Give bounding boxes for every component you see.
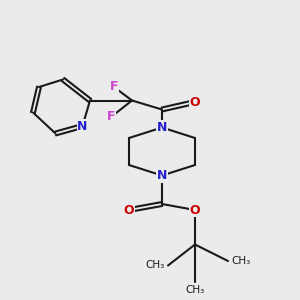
Text: N: N xyxy=(157,169,167,182)
Text: CH₃: CH₃ xyxy=(231,256,250,266)
Text: N: N xyxy=(157,121,167,134)
Text: CH₃: CH₃ xyxy=(185,285,205,295)
Text: F: F xyxy=(110,80,118,94)
Text: F: F xyxy=(107,110,115,124)
Text: N: N xyxy=(77,119,88,133)
Text: CH₃: CH₃ xyxy=(146,260,165,271)
Text: O: O xyxy=(190,203,200,217)
Text: O: O xyxy=(124,203,134,217)
Text: O: O xyxy=(190,95,200,109)
